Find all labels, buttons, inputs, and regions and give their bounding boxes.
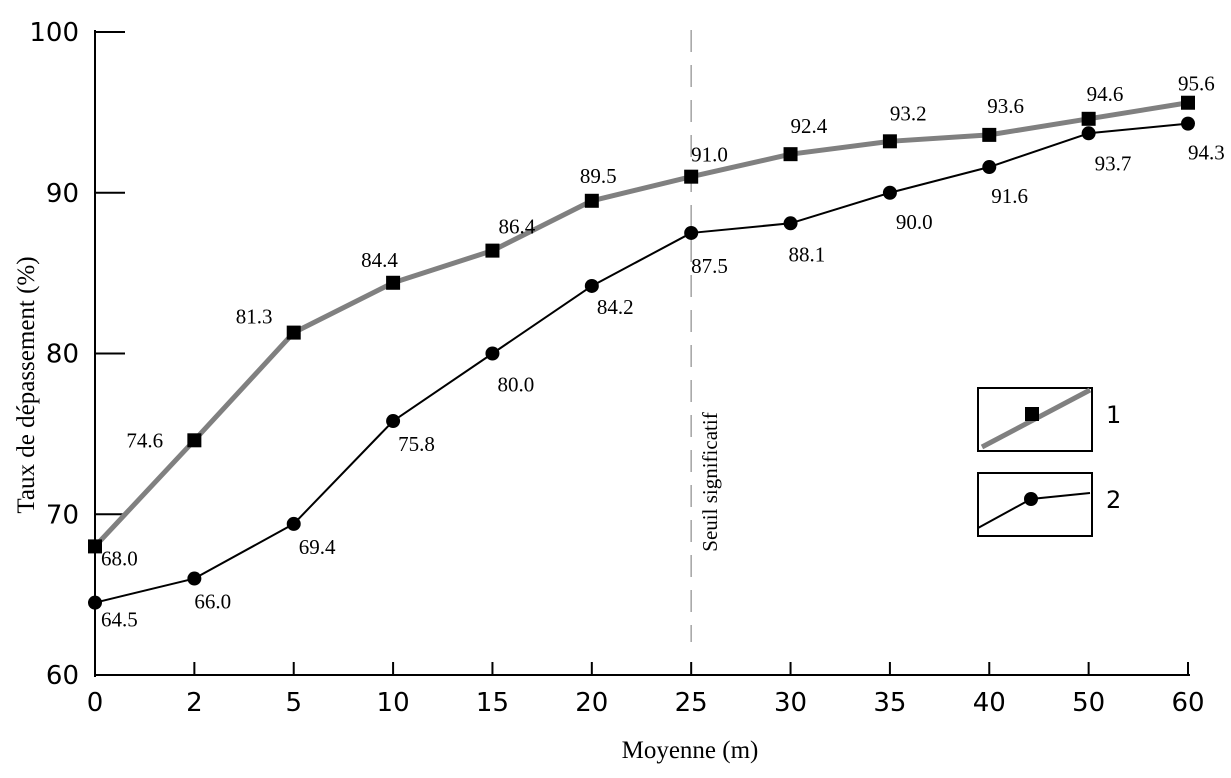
y-tick-label: 80 [46,340,79,370]
series-1-point [982,127,997,142]
x-tick-label: 2 [186,688,203,718]
threshold-annotation: Seuil significatif [690,30,722,642]
x-tick-label: 50 [1072,688,1105,718]
series-1-point [286,325,301,340]
x-axis-title: Moyenne (m) [622,737,759,764]
series-1-point [485,243,500,258]
series-1-data-label: 81.3 [236,305,273,329]
series-2-point [88,595,102,610]
series-2-data-label: 64.5 [101,608,138,632]
y-tick-label: 60 [46,661,79,691]
series-1-point [386,275,401,290]
series-2-data-label: 75.8 [398,432,435,456]
legend-marker-1 [1025,407,1039,421]
y-axis-title: Taux de dépassement (%) [13,256,40,513]
series-2-point [982,160,997,175]
series-2-data-label: 93.7 [1095,151,1132,175]
series-2-data-label: 69.4 [299,535,336,559]
series-1-data-label: 95.6 [1178,72,1215,96]
series-2-data-label: 88.1 [789,242,826,266]
series-2-data-label: 90.0 [896,210,933,234]
x-tick-label: 25 [675,688,708,718]
threshold-label: Seuil significatif [698,412,722,551]
y-tick-label: 90 [46,179,79,209]
x-tick-label: 35 [873,688,906,718]
series-2-point [584,278,599,293]
y-tick-label: 100 [29,18,79,48]
x-tick-label: 10 [377,688,410,718]
series-1-data-label: 93.2 [890,101,927,125]
series-2-data-label: 84.2 [597,295,634,319]
series-1-point [882,134,897,149]
series-1-data-label: 94.6 [1087,82,1124,106]
legend: 12 [977,387,1121,537]
series-layer [88,95,1195,610]
series-1-line [93,100,1189,549]
series-2-data-label: 80.0 [497,373,534,397]
series-1-data-label: 68.0 [101,546,138,570]
series-1-point [584,193,599,208]
series-2-point [882,185,897,200]
x-tick-label: 15 [476,688,509,718]
series-2-point [187,571,202,586]
series-1-data-label: 74.6 [126,428,163,452]
series-1-point [88,539,102,554]
series-2-point [485,346,500,361]
series-1-point [1081,111,1096,126]
series-1-point [783,147,798,162]
x-tick-label: 5 [285,688,302,718]
series-2-point [286,516,301,531]
series-2-point [1081,126,1096,141]
series-2-data-label: 94.3 [1188,141,1225,165]
x-tick-label: 20 [575,688,608,718]
series-1-point [684,169,699,184]
series-2-point [386,414,401,429]
series-2-data-label: 66.0 [194,590,231,614]
data-labels: 68.0 74.6 81.3 84.4 86.4 89.5 91.0 92.4 93.2 93.6… [101,72,1225,632]
series-1-data-label: 89.5 [580,164,617,188]
x-tick-label: 60 [1171,688,1204,718]
series-1-data-label: 92.4 [791,114,828,138]
series-1-data-label: 91.0 [691,143,728,167]
series-2-point [783,216,798,231]
x-tick-label: 30 [774,688,807,718]
y-tick-label: 70 [46,500,79,530]
series-2-point [684,225,699,240]
series-1-data-label: 86.4 [498,215,535,239]
series-1-point [187,433,202,448]
legend-marker-2 [1024,492,1038,506]
legend-label-1: 1 [1106,401,1121,429]
x-tick-label: 0 [87,688,104,718]
legend-label-2: 2 [1106,486,1121,514]
series-2-data-label: 91.6 [991,184,1028,208]
series-1-data-label: 84.4 [361,248,398,272]
series-1-data-label: 93.6 [987,94,1024,118]
series-2-point [1181,116,1195,131]
x-tick-label: 40 [973,688,1006,718]
series-1-point [1181,95,1195,110]
series-2-data-label: 87.5 [691,254,728,278]
series-2-line [94,122,1189,604]
